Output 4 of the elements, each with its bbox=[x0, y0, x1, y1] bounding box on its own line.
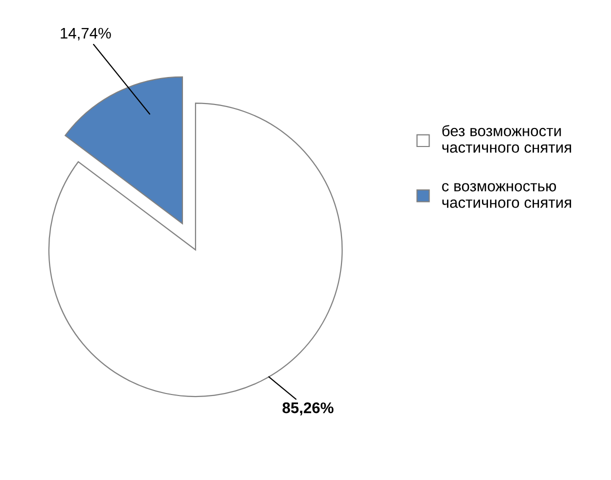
data-label: 14,74% bbox=[60, 28, 111, 40]
legend-label: без возможности частичного снятия bbox=[442, 124, 572, 153]
data-label: 85,26% bbox=[282, 402, 334, 416]
legend-label: с возможностью частичного снятия bbox=[442, 183, 572, 208]
